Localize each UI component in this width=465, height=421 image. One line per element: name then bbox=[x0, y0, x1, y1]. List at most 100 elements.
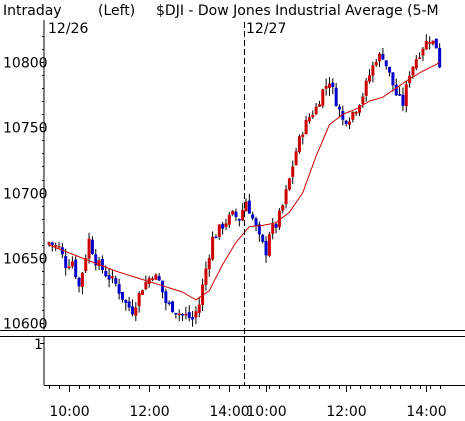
candle-body bbox=[47, 242, 51, 245]
candle-body bbox=[177, 313, 181, 316]
candle-body bbox=[147, 278, 151, 284]
x-tick-label: 10:00 bbox=[49, 404, 89, 420]
candle-body bbox=[414, 59, 418, 69]
candle-body bbox=[331, 82, 335, 87]
candle-body bbox=[174, 312, 178, 315]
candle-body bbox=[431, 40, 435, 45]
candle-body bbox=[127, 301, 131, 308]
candle-body bbox=[100, 258, 104, 271]
candle-body bbox=[364, 80, 368, 96]
candle-body bbox=[281, 205, 285, 211]
chart-mode-label: Intraday bbox=[3, 3, 62, 19]
candle-body bbox=[284, 189, 288, 205]
x-tick-label: 12:00 bbox=[129, 404, 169, 420]
candle-body bbox=[287, 178, 291, 190]
candle-body bbox=[57, 245, 61, 248]
candle-body bbox=[130, 306, 134, 315]
candle-body bbox=[251, 214, 255, 219]
candle-body bbox=[394, 84, 398, 96]
candle-body bbox=[434, 38, 438, 49]
candle-body bbox=[424, 40, 428, 50]
y-tick-label: 10700 bbox=[3, 187, 48, 203]
candle-body bbox=[204, 268, 208, 285]
candle-body bbox=[334, 87, 338, 107]
candle-body bbox=[391, 72, 395, 86]
candle-body bbox=[87, 238, 91, 259]
y-tick-label: 10650 bbox=[3, 252, 48, 268]
candle-body bbox=[294, 151, 298, 166]
candle-body bbox=[161, 280, 165, 293]
candle-body bbox=[378, 53, 382, 62]
y-tick-label: 10750 bbox=[3, 121, 48, 137]
candle-body bbox=[90, 239, 94, 255]
candle-body bbox=[301, 134, 305, 137]
session-date-label: 12/27 bbox=[246, 21, 286, 37]
candle-body bbox=[184, 313, 188, 316]
candle-body bbox=[134, 307, 138, 316]
candle-body bbox=[197, 304, 201, 313]
candle-body bbox=[54, 244, 58, 247]
candle-body bbox=[64, 256, 68, 268]
candle-body bbox=[60, 247, 64, 255]
candle-body bbox=[254, 218, 258, 227]
candle-body bbox=[181, 313, 185, 316]
candle-body bbox=[114, 278, 118, 284]
candle-body bbox=[214, 236, 218, 239]
candle-body bbox=[274, 223, 278, 228]
candle-body bbox=[317, 104, 321, 107]
candle-body bbox=[374, 62, 378, 66]
candle-body bbox=[277, 210, 281, 228]
candle-body bbox=[344, 120, 348, 124]
candle-body bbox=[221, 223, 225, 229]
x-tick-label: 10:00 bbox=[246, 404, 286, 420]
candle-body bbox=[361, 96, 365, 104]
candle-body bbox=[140, 290, 144, 295]
candle-body bbox=[104, 271, 108, 277]
candle-body bbox=[337, 106, 341, 110]
candle-body bbox=[358, 105, 362, 113]
candle-body bbox=[154, 274, 158, 280]
candle-body bbox=[351, 111, 355, 120]
candle-body bbox=[264, 240, 268, 256]
x-tick-label: 14:00 bbox=[406, 404, 446, 420]
candle-body bbox=[237, 218, 241, 221]
candle-body bbox=[50, 242, 54, 245]
candle-body bbox=[438, 48, 442, 68]
y-tick-label: 10800 bbox=[3, 56, 48, 72]
candle-body bbox=[227, 214, 231, 225]
candle-body bbox=[398, 94, 402, 96]
candle-body bbox=[144, 282, 148, 290]
candle-body bbox=[428, 42, 432, 44]
candle-body bbox=[304, 120, 308, 135]
candle-body bbox=[117, 284, 121, 294]
candle-body bbox=[164, 291, 168, 304]
candle-body bbox=[297, 136, 301, 152]
candle-body bbox=[207, 258, 211, 270]
candle-body bbox=[271, 224, 275, 234]
candle-body bbox=[94, 254, 98, 266]
candle-body bbox=[244, 201, 248, 212]
candle-body bbox=[404, 84, 408, 107]
candle-body bbox=[267, 234, 271, 256]
candle-body bbox=[291, 166, 295, 177]
candle-body bbox=[384, 60, 388, 67]
candle-body bbox=[157, 276, 161, 281]
candle-body bbox=[401, 94, 405, 106]
candle-body bbox=[388, 66, 392, 73]
candle-body bbox=[187, 312, 191, 319]
candle-body bbox=[97, 260, 101, 267]
candle-body bbox=[354, 112, 358, 114]
candle-body bbox=[327, 83, 331, 89]
y-tick-label: 10600 bbox=[3, 317, 48, 333]
candle-body bbox=[368, 75, 372, 82]
candle-body bbox=[307, 117, 311, 122]
lower-panel-label: 1 bbox=[34, 337, 43, 353]
candle-body bbox=[124, 299, 128, 303]
candle-body bbox=[74, 259, 78, 278]
candle-body bbox=[324, 86, 328, 89]
candle-body bbox=[120, 291, 124, 300]
candle-body bbox=[67, 266, 71, 269]
